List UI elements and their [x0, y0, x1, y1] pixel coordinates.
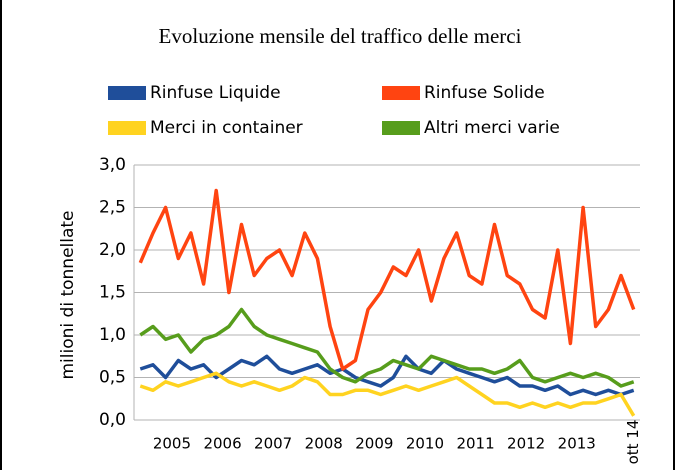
y-tick-label: 1,0	[99, 325, 126, 345]
x-tick-label: ott 14	[624, 420, 642, 465]
y-axis-label: milioni di tonnellate	[58, 210, 78, 379]
x-tick-label: 2013	[558, 435, 596, 453]
x-tick-label: 2009	[355, 435, 393, 453]
legend-swatch	[382, 86, 420, 100]
x-tick-label: 2006	[203, 435, 241, 453]
y-tick-label: 0,5	[99, 368, 126, 388]
x-tick-label: 2007	[254, 435, 292, 453]
legend-label: Rinfuse Liquide	[150, 83, 281, 103]
x-tick-label: 2011	[456, 435, 494, 453]
y-tick-label: 3,0	[99, 155, 126, 175]
legend-label: Altri merci varie	[424, 118, 560, 138]
series-line	[139, 354, 635, 397]
y-tick-label: 1,5	[99, 283, 126, 303]
y-tick-label: 2,0	[99, 240, 126, 260]
legend-swatch	[108, 121, 146, 135]
legend-swatch	[382, 121, 420, 135]
series-line	[139, 307, 635, 388]
legend-label: Rinfuse Solide	[424, 83, 545, 103]
x-tick-label: 2005	[153, 435, 191, 453]
series-line	[139, 371, 636, 417]
chart-title: Evoluzione mensile del traffico delle me…	[159, 24, 522, 48]
series-line	[138, 188, 636, 371]
legend-label: Merci in container	[150, 118, 303, 138]
y-tick-label: 2,5	[99, 198, 126, 218]
x-tick-label: 2010	[406, 435, 444, 453]
x-tick-label: 2012	[507, 435, 545, 453]
y-tick-label: 0,0	[99, 410, 126, 430]
x-tick-label: 2008	[305, 435, 343, 453]
legend-swatch	[108, 86, 146, 100]
